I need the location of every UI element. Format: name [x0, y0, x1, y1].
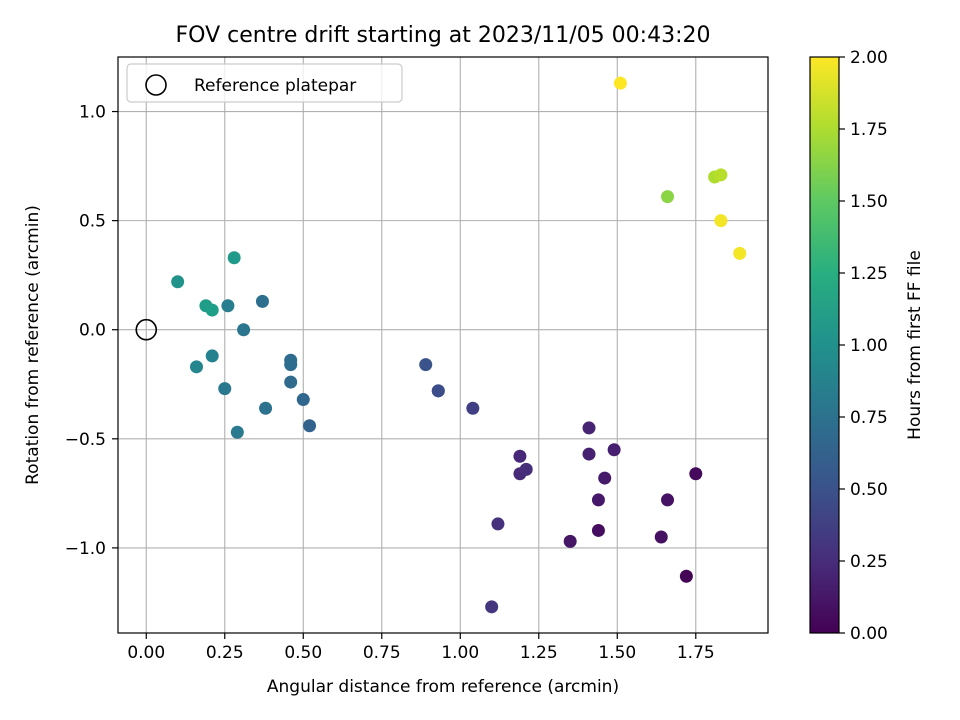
- colorbar-ticks: 0.00 0.25 0.50 0.75 1.00 1.25 1.50 1.75 2.00: [839, 48, 888, 644]
- x-axis-ticks: 0.00 0.25 0.50 0.75 1.00 1.25 1.50 1.75: [127, 633, 715, 663]
- scatter-point: [237, 323, 251, 337]
- scatter-point: [563, 534, 577, 548]
- legend-entry: Reference platepar: [194, 76, 356, 96]
- scatter-point: [431, 384, 445, 398]
- scatter-point: [598, 471, 612, 485]
- scatter-point: [303, 419, 317, 433]
- x-tick-label: 0.25: [206, 643, 244, 663]
- y-tick-label: 1.0: [79, 103, 106, 123]
- scatter-point: [259, 401, 273, 415]
- scatter-point: [205, 349, 219, 363]
- scatter-point: [513, 449, 527, 463]
- scatter-point: [171, 275, 185, 289]
- x-tick-label: 0.50: [284, 643, 322, 663]
- scatter-point: [296, 393, 310, 407]
- plot-frame: [117, 56, 769, 634]
- reference-marker: [135, 318, 158, 341]
- legend: Reference platepar: [126, 63, 403, 103]
- y-tick-label: −1.0: [65, 539, 106, 559]
- colorbar: [810, 57, 839, 633]
- colorbar-tick-label: 0.25: [850, 552, 888, 572]
- scatter-point: [661, 190, 675, 204]
- x-tick-label: 1.50: [598, 643, 636, 663]
- scatter-point: [582, 447, 596, 461]
- x-axis-label: Angular distance from reference (arcmin): [267, 677, 619, 697]
- scatter-point: [190, 360, 204, 374]
- scatter-point: [491, 517, 505, 531]
- colorbar-tick-label: 1.75: [850, 120, 888, 140]
- colorbar-tick-label: 2.00: [850, 48, 888, 68]
- colorbar-tick-label: 0.50: [850, 480, 888, 500]
- legend-marker-icon: [145, 74, 167, 96]
- colorbar-tick-label: 1.25: [850, 264, 888, 284]
- scatter-point: [519, 462, 533, 476]
- scatter-point: [218, 382, 232, 396]
- x-tick-label: 1.75: [677, 643, 715, 663]
- y-tick-label: 0.5: [79, 212, 106, 232]
- y-tick-label: 0.0: [79, 321, 106, 341]
- scatter-point: [221, 299, 235, 313]
- scatter-point: [714, 214, 728, 228]
- x-tick-label: 1.00: [441, 643, 479, 663]
- scatter-points: [171, 76, 747, 614]
- scatter-point: [714, 168, 728, 182]
- scatter-point: [230, 425, 244, 439]
- scatter-point: [485, 600, 499, 614]
- scatter-point: [689, 467, 703, 481]
- y-tick-label: −0.5: [65, 430, 106, 450]
- scatter-point: [419, 358, 433, 372]
- scatter-point: [613, 76, 627, 90]
- legend-box: [126, 63, 403, 103]
- scatter-point: [591, 523, 605, 537]
- y-axis-ticks: −1.0 −0.5 0.0 0.5 1.0: [65, 103, 118, 559]
- scatter-point: [661, 493, 675, 507]
- scatter-point: [654, 530, 668, 544]
- colorbar-label: Hours from first FF file: [905, 250, 925, 440]
- scatter-point: [284, 375, 298, 389]
- scatter-point: [582, 421, 596, 435]
- y-axis-label: Rotation from reference (arcmin): [23, 205, 43, 485]
- scatter-point: [227, 251, 241, 265]
- colorbar-tick-label: 1.00: [850, 336, 888, 356]
- colorbar-tick-label: 0.00: [850, 624, 888, 644]
- chart-title: FOV centre drift starting at 2023/11/05 …: [176, 23, 711, 48]
- scatter-point: [607, 443, 621, 457]
- scatter-point: [733, 246, 747, 260]
- x-tick-label: 1.25: [520, 643, 558, 663]
- scatter-point: [255, 294, 269, 308]
- colorbar-tick-label: 1.50: [850, 192, 888, 212]
- scatter-point: [466, 401, 480, 415]
- scatter-point: [679, 569, 693, 583]
- x-tick-label: 0.00: [127, 643, 165, 663]
- x-tick-label: 0.75: [363, 643, 401, 663]
- scatter-point: [284, 358, 298, 372]
- grid-lines: [118, 57, 768, 633]
- scatter-point: [591, 493, 605, 507]
- colorbar-tick-label: 0.75: [850, 408, 888, 428]
- scatter-point: [205, 303, 219, 317]
